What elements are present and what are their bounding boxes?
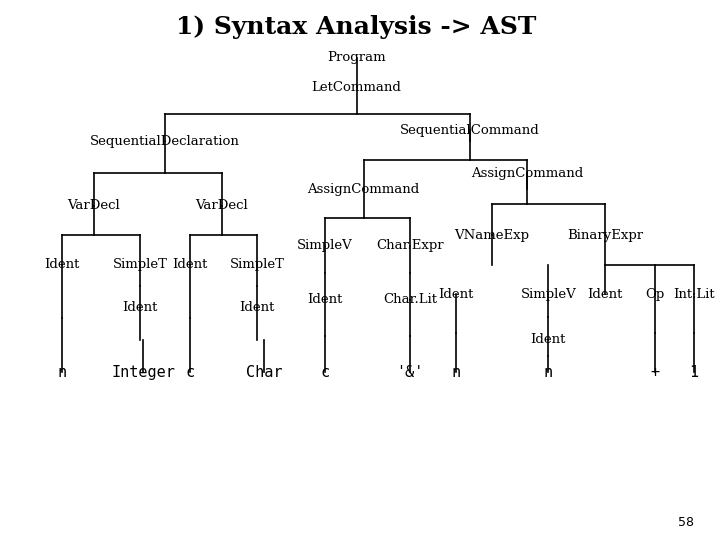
Text: LetCommand: LetCommand [312,81,402,94]
Text: Ident: Ident [122,301,158,314]
Text: AssignCommand: AssignCommand [307,183,420,196]
Text: Ident: Ident [44,258,79,271]
Text: Int.Lit: Int.Lit [673,288,715,301]
Text: SimpleV: SimpleV [297,239,353,252]
Text: n: n [544,364,553,380]
Text: Program: Program [328,51,386,64]
Text: Op: Op [645,288,665,301]
Text: Ident: Ident [438,288,474,301]
Text: '&': '&' [396,364,423,380]
Text: Ident: Ident [240,301,275,314]
Text: SimpleT: SimpleT [112,258,167,271]
Text: Integer: Integer [112,364,176,380]
Text: 58: 58 [678,516,694,529]
Text: 1) Syntax Analysis -> AST: 1) Syntax Analysis -> AST [176,15,536,39]
Text: Ident: Ident [531,333,566,346]
Text: VarDecl: VarDecl [195,199,248,212]
Text: n: n [57,364,66,380]
Text: SimpleT: SimpleT [230,258,284,271]
Text: Ident: Ident [307,293,342,306]
Text: n: n [451,364,461,380]
Text: Char: Char [246,364,282,380]
Text: +: + [650,364,660,380]
Text: BinaryExpr: BinaryExpr [567,228,643,241]
Text: c: c [320,364,329,380]
Text: SequentialCommand: SequentialCommand [400,124,540,137]
Text: Ident: Ident [588,288,623,301]
Text: SimpleV: SimpleV [521,288,576,301]
Text: Ident: Ident [172,258,207,271]
Text: 1: 1 [690,364,698,380]
Text: AssignCommand: AssignCommand [471,167,583,180]
Text: c: c [185,364,194,380]
Text: Char.Lit: Char.Lit [383,293,437,306]
Text: VNameExp: VNameExp [454,228,529,241]
Text: SequentialDeclaration: SequentialDeclaration [90,134,240,147]
Text: Char.Expr: Char.Expr [376,239,444,252]
Text: VarDecl: VarDecl [68,199,120,212]
